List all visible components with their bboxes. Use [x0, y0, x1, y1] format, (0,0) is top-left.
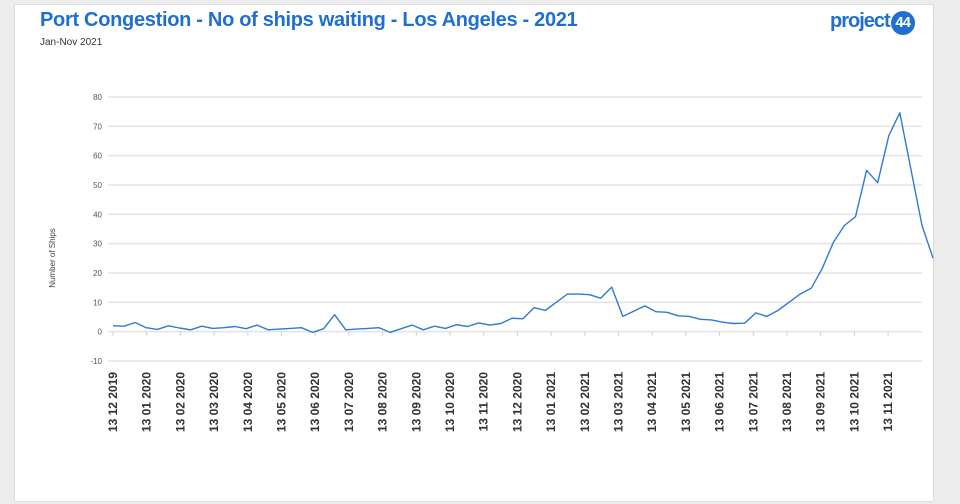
y-tick-label: 40	[93, 210, 102, 219]
project44-logo: project 44	[830, 10, 915, 35]
x-tick-label: 13 02 2021	[578, 372, 592, 432]
logo-badge: 44	[890, 11, 915, 35]
x-tick-label: 13 07 2020	[342, 372, 356, 432]
x-tick-label: 13 07 2021	[746, 372, 760, 432]
x-tick-label: 13 08 2020	[376, 372, 390, 432]
x-tick-label: 13 02 2020	[173, 372, 187, 432]
x-tick-label: 13 03 2020	[207, 372, 221, 432]
y-axis-label: Number of Ships	[48, 228, 57, 288]
x-tick-label: 13 09 2020	[409, 372, 423, 432]
x-tick-label: 13 10 2021	[847, 372, 861, 432]
y-tick-label: 30	[93, 240, 102, 249]
x-tick-label: 13 05 2020	[275, 372, 289, 432]
y-tick-label: 80	[93, 93, 102, 102]
x-tick-label: 13 03 2021	[612, 372, 626, 432]
y-tick-label: 60	[93, 152, 102, 161]
x-tick-label: 13 10 2020	[443, 372, 457, 432]
y-tick-label: 0	[98, 328, 103, 337]
x-tick-label: 13 04 2020	[241, 372, 255, 432]
chart-card	[14, 4, 934, 502]
series-line-ships-waiting	[112, 112, 934, 334]
x-tick-label: 13 09 2021	[814, 372, 828, 432]
x-tick-label: 13 05 2021	[679, 372, 693, 432]
x-tick-label: 13 06 2021	[713, 372, 727, 432]
x-tick-label: 13 11 2020	[477, 372, 491, 432]
logo-text: project	[830, 10, 891, 32]
x-tick-label: 13 12 2020	[510, 372, 524, 432]
x-tick-label: 13 08 2021	[780, 372, 794, 432]
x-tick-label: 13 12 2019	[106, 372, 120, 432]
y-tick-label: 50	[93, 181, 102, 190]
y-tick-label: 20	[93, 269, 102, 278]
x-tick-label: 13 01 2020	[140, 372, 154, 432]
x-tick-label: 13 11 2021	[881, 372, 895, 432]
x-tick-label: 13 04 2021	[645, 372, 659, 432]
y-tick-label: -10	[90, 357, 102, 366]
y-tick-label: 10	[93, 298, 102, 307]
x-tick-label: 13 06 2020	[308, 372, 322, 432]
chart-title: Port Congestion - No of ships waiting - …	[40, 9, 578, 31]
chart-subtitle: Jan-Nov 2021	[40, 37, 103, 48]
x-tick-label: 13 01 2021	[544, 372, 558, 432]
y-tick-label: 70	[93, 122, 102, 131]
